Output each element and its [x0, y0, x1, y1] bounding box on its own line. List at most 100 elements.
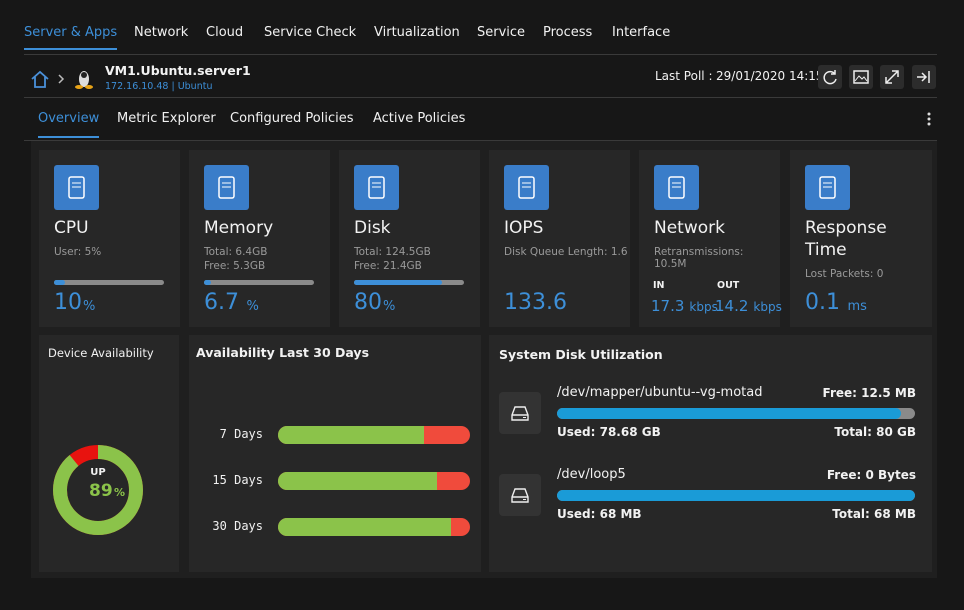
metric-card: CPU User: 5% 10% — [39, 150, 180, 327]
availability-up — [278, 426, 424, 444]
card-unit: % — [246, 299, 259, 314]
donut-unit: % — [114, 486, 126, 499]
nav-tab[interactable]: Service — [477, 25, 526, 40]
card-unit: % — [83, 299, 96, 314]
disk-glyph — [511, 488, 529, 503]
card-detail: Lost Packets: 0 — [805, 268, 884, 280]
availability-up — [278, 472, 438, 490]
availability-bar — [278, 426, 470, 444]
card-icon — [504, 165, 549, 210]
collapse-button[interactable] — [912, 65, 936, 89]
card-value: 133.6 — [504, 290, 567, 315]
card-value: 80 — [354, 290, 382, 315]
card-detail: Total: 124.5GB — [354, 246, 431, 258]
card-detail: User: 5% — [54, 246, 102, 258]
card-value: 10 — [54, 290, 82, 315]
disk-icon — [499, 474, 541, 516]
disk-icon — [499, 392, 541, 434]
last-poll-label: Last Poll : — [655, 69, 713, 83]
nav-tab[interactable]: Process — [543, 25, 593, 40]
disk-glyph — [511, 406, 529, 421]
card-detail: Total: 6.4GB — [204, 246, 268, 258]
donut — [53, 445, 143, 535]
icon-glyph — [518, 176, 535, 199]
progress-fill — [354, 280, 442, 285]
progress-fill — [204, 280, 212, 285]
disk-track — [557, 408, 915, 419]
icon-glyph — [668, 176, 685, 199]
progress-track — [54, 280, 164, 285]
more-menu[interactable] — [925, 111, 933, 127]
icon-glyph — [368, 176, 385, 199]
sub-tab[interactable]: Metric Explorer — [117, 111, 216, 126]
io-unit: kbps — [753, 300, 782, 314]
card-icon — [654, 165, 699, 210]
card-icon — [54, 165, 99, 210]
last-poll: 29/01/2020 14:15 — [716, 69, 824, 83]
io-label: IN — [653, 280, 665, 291]
nav-tab[interactable]: Virtualization — [374, 25, 460, 40]
card-icon — [204, 165, 249, 210]
breadcrumb-icons — [31, 70, 93, 89]
host-subtitle: 172.16.10.48 | Ubuntu — [105, 81, 213, 92]
disk-track — [557, 490, 915, 501]
panel-title: Availability Last 30 Days — [196, 345, 370, 360]
row-label: 15 Days — [212, 473, 263, 487]
availability-panel: Availability Last 30 Days 7 Days 15 Days 30… — [189, 335, 481, 572]
metric-card: Response Time Lost Packets: 0 0.1 ms — [790, 150, 932, 327]
io-value: 17.3 — [651, 297, 685, 315]
sub-tab[interactable]: Configured Policies — [230, 111, 354, 126]
disk-total: Total: 80 GB — [834, 425, 916, 439]
disk-free: Free: 12.5 MB — [822, 386, 916, 400]
card-icon — [805, 165, 850, 210]
availability-bar — [278, 472, 470, 490]
nav-tab[interactable]: Server & Apps — [24, 25, 118, 50]
icon-glyph — [68, 176, 85, 199]
nav-tab[interactable]: Interface — [612, 25, 671, 40]
icon-glyph — [218, 176, 235, 199]
device-availability-panel: Device Availability UP 89% — [39, 335, 179, 572]
card-value: 0.1 — [805, 290, 840, 315]
metric-card: Disk Total: 124.5GB Free: 21.4GB 80% — [339, 150, 480, 327]
card-title: Response Time — [805, 218, 887, 260]
disk-name: /dev/loop5 — [557, 467, 626, 482]
card-detail: Disk Queue Length: 1.6 — [504, 246, 628, 258]
card-icon — [354, 165, 399, 210]
io-label: OUT — [717, 280, 740, 291]
sub-tab[interactable]: Overview — [38, 111, 100, 138]
panel-title: Device Availability — [48, 346, 154, 360]
sub-tab[interactable]: Active Policies — [373, 111, 466, 126]
card-detail: Free: 21.4GB — [354, 260, 422, 272]
card-unit: % — [383, 299, 396, 314]
io-value: 14.2 — [715, 297, 749, 315]
nav-tab[interactable]: Cloud — [206, 25, 244, 40]
disk-used: Used: 78.68 GB — [557, 425, 661, 439]
row-label: 30 Days — [212, 519, 263, 533]
refresh-button[interactable] — [818, 65, 842, 89]
progress-fill — [54, 280, 65, 285]
nav-tab[interactable]: Network — [134, 25, 189, 40]
divider — [24, 54, 937, 55]
divider — [24, 140, 937, 141]
disk-utilization-panel: System Disk Utilization/dev/mapper/ubunt… — [489, 335, 932, 572]
metric-card: Memory Total: 6.4GB Free: 5.3GB 6.7% — [189, 150, 330, 327]
donut-up — [53, 445, 143, 535]
card-title: Disk — [354, 218, 391, 238]
metric-card: IOPS Disk Queue Length: 1.6 133.6 — [489, 150, 630, 327]
image-button[interactable] — [849, 65, 873, 89]
disk-total: Total: 68 MB — [832, 507, 916, 521]
disk-name: /dev/mapper/ubuntu--vg-motad — [557, 385, 763, 400]
disk-fill — [557, 408, 901, 419]
card-detail: Retransmissions: 10.5M — [654, 246, 744, 270]
disk-fill — [557, 490, 915, 501]
row-label: 7 Days — [219, 427, 263, 441]
nav-tab[interactable]: Service Check — [264, 25, 357, 40]
expand-button[interactable] — [880, 65, 904, 89]
availability-up — [278, 518, 451, 536]
card-unit: ms — [847, 299, 867, 314]
disk-free: Free: 0 Bytes — [826, 468, 916, 482]
host-name: VM1.Ubuntu.server1 — [105, 63, 251, 78]
metric-card: Network Retransmissions: 10.5M IN 17.3 kbps O… — [639, 150, 782, 327]
card-title: IOPS — [504, 218, 544, 238]
